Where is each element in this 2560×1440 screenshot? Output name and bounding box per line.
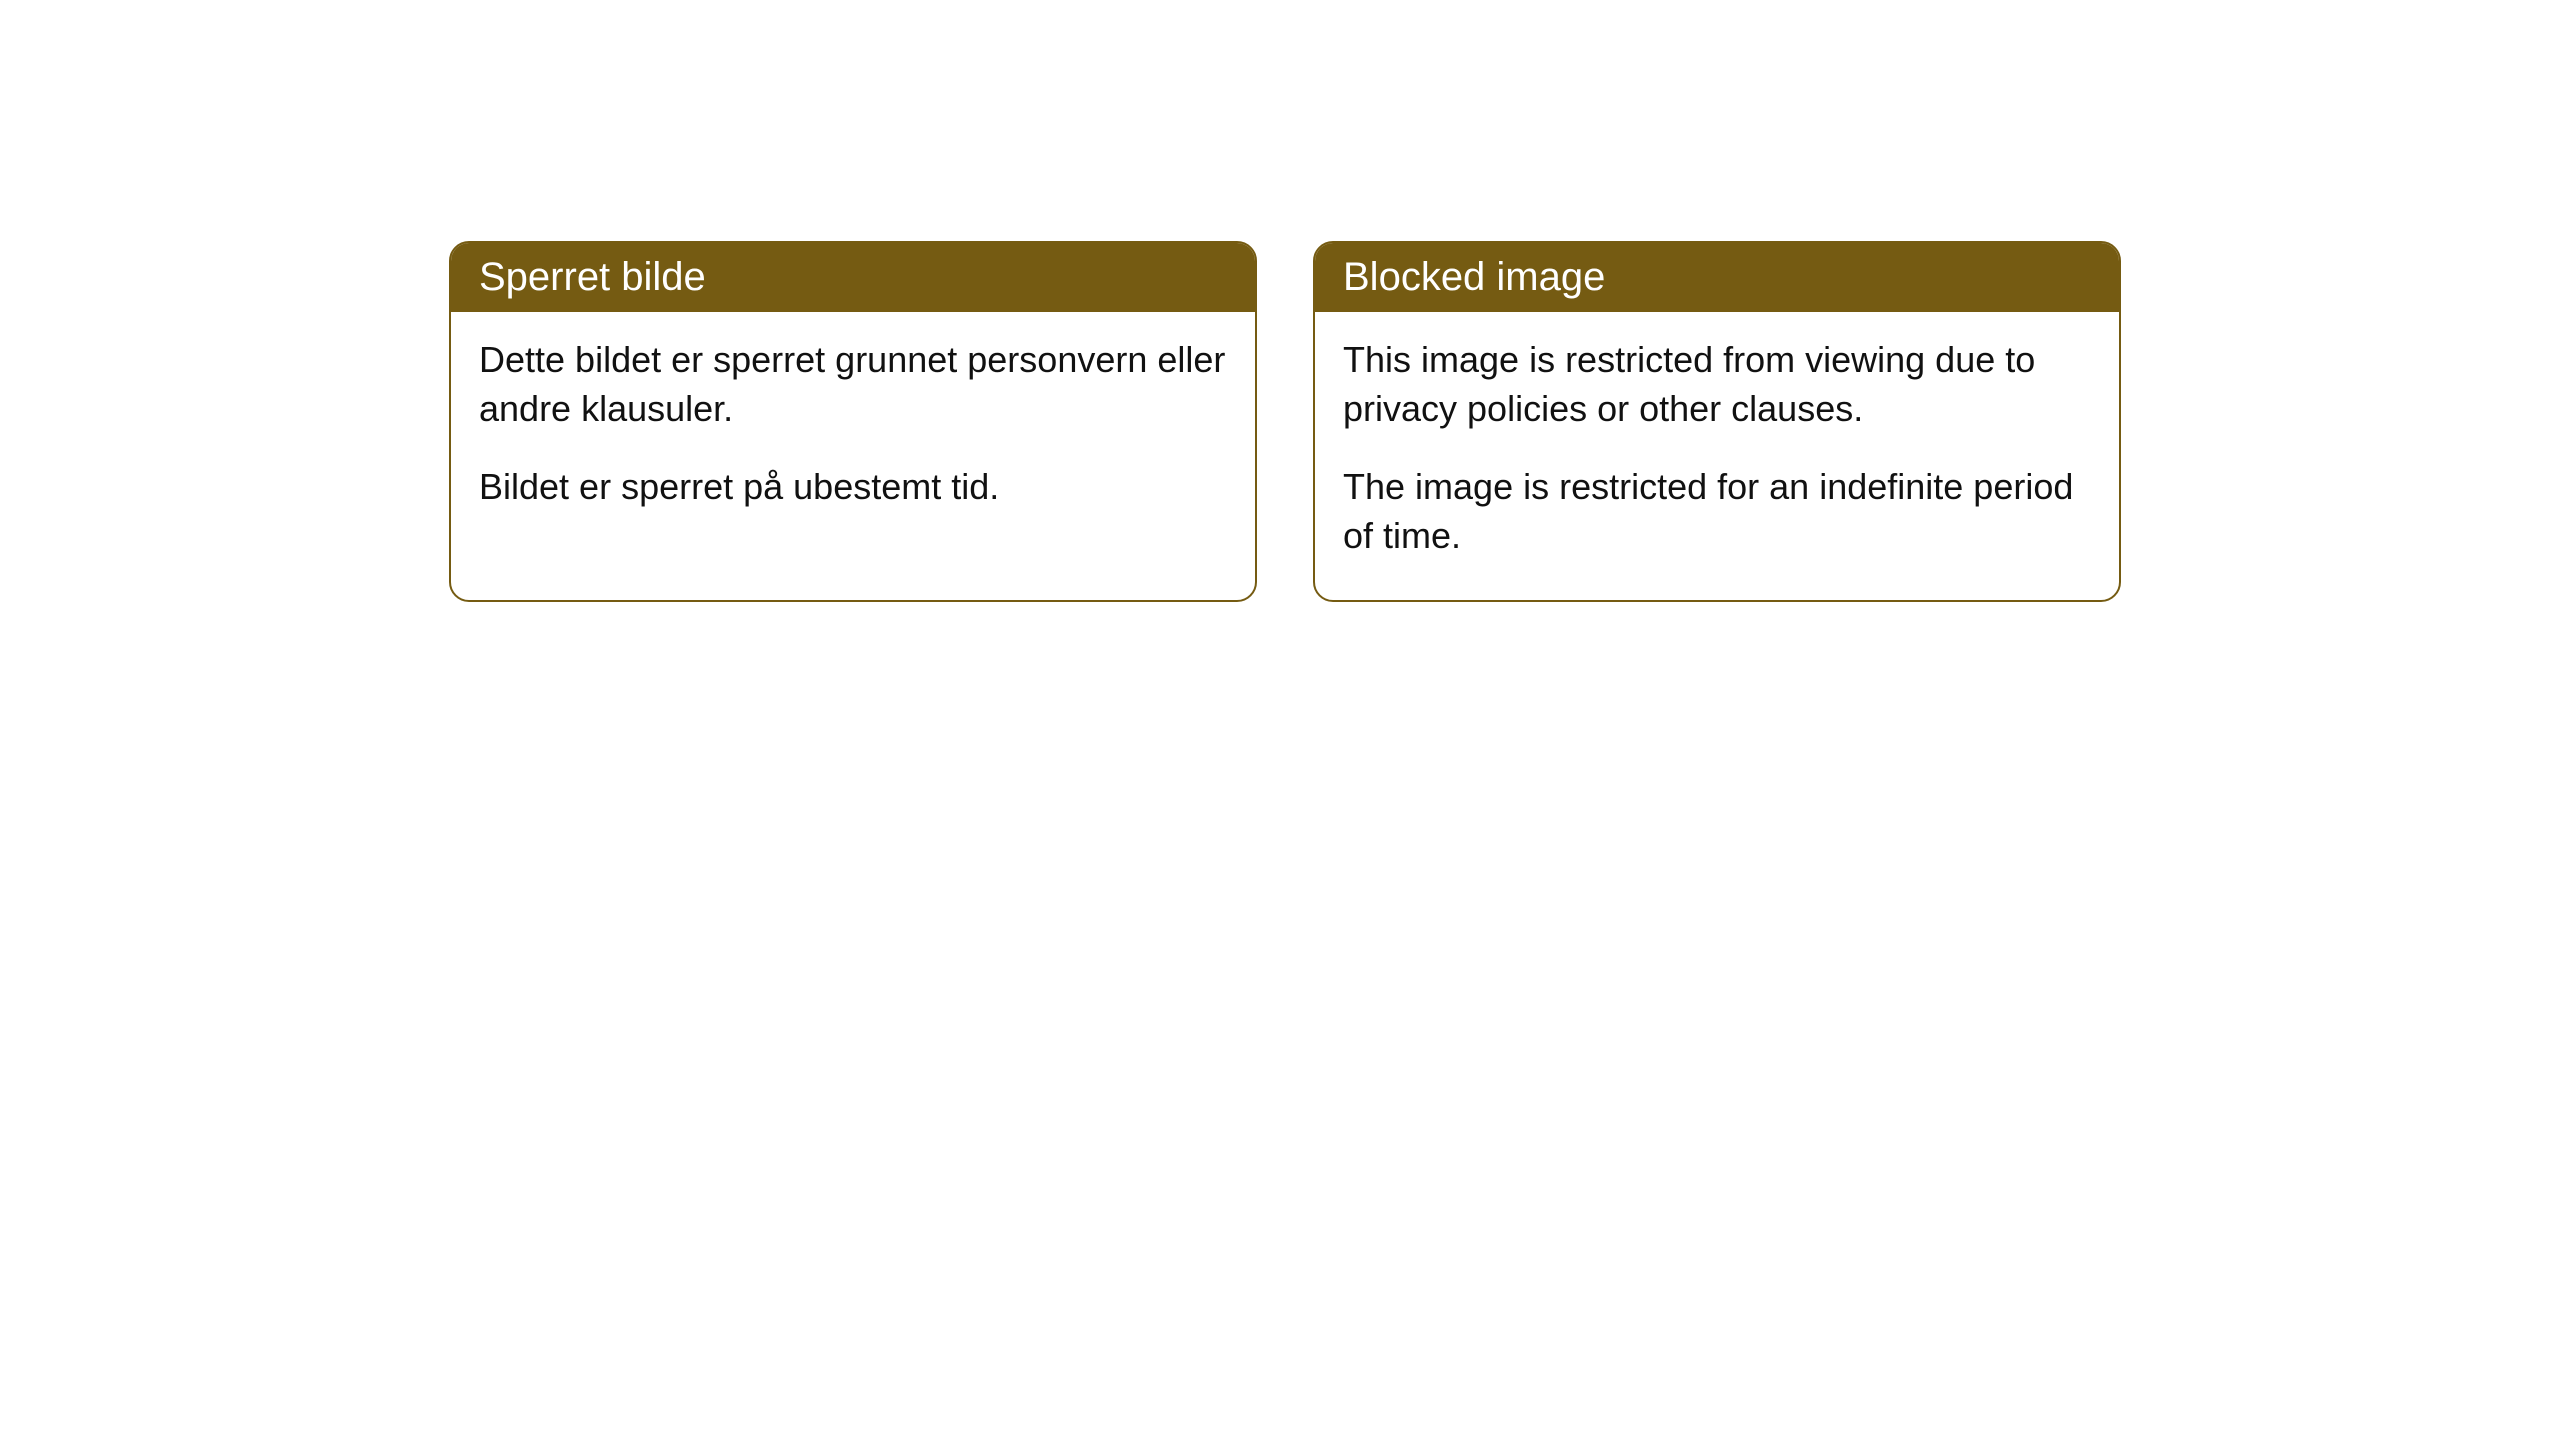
card-body: Dette bildet er sperret grunnet personve… [451, 312, 1255, 552]
card-header: Sperret bilde [451, 243, 1255, 312]
card-paragraph: Bildet er sperret på ubestemt tid. [479, 463, 1227, 512]
card-paragraph: Dette bildet er sperret grunnet personve… [479, 336, 1227, 433]
card-title: Sperret bilde [479, 255, 706, 299]
card-body: This image is restricted from viewing du… [1315, 312, 2119, 600]
notice-card-norwegian: Sperret bilde Dette bildet er sperret gr… [449, 241, 1257, 602]
notice-container: Sperret bilde Dette bildet er sperret gr… [449, 241, 2121, 602]
notice-card-english: Blocked image This image is restricted f… [1313, 241, 2121, 602]
card-title: Blocked image [1343, 255, 1605, 299]
card-paragraph: This image is restricted from viewing du… [1343, 336, 2091, 433]
card-paragraph: The image is restricted for an indefinit… [1343, 463, 2091, 560]
card-header: Blocked image [1315, 243, 2119, 312]
